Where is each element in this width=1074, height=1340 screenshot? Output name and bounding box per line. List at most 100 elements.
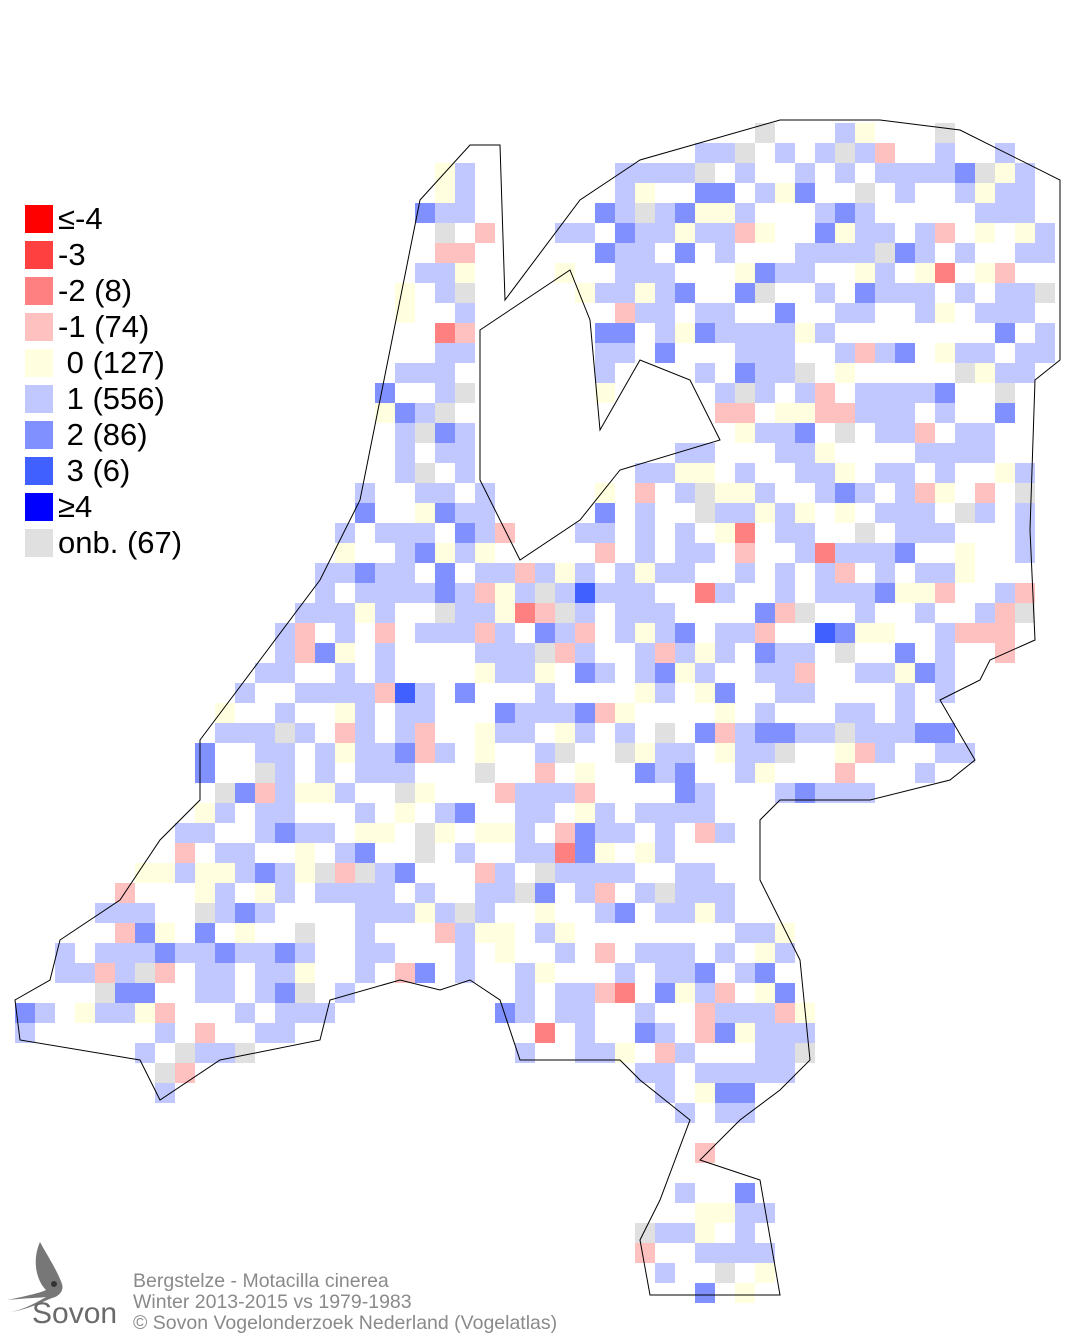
grid-cell (575, 603, 595, 623)
grid-cell (1015, 583, 1035, 603)
grid-cell (735, 523, 755, 543)
grid-cell (735, 343, 755, 363)
grid-cell (875, 383, 895, 403)
grid-cell (355, 723, 375, 743)
grid-cell (355, 583, 375, 603)
grid-cell (835, 483, 855, 503)
grid-cell (295, 843, 315, 863)
grid-cell (495, 823, 515, 843)
grid-cell (875, 503, 895, 523)
grid-cell (275, 663, 295, 683)
grid-cell (715, 623, 735, 643)
grid-cell (95, 903, 115, 923)
grid-cell (315, 563, 335, 583)
grid-cell (675, 543, 695, 563)
grid-cell (655, 803, 675, 823)
grid-cell (475, 503, 495, 523)
legend-swatch (25, 277, 53, 305)
grid-cell (655, 763, 675, 783)
grid-cell (895, 163, 915, 183)
grid-cell (855, 303, 875, 323)
grid-cell (455, 543, 475, 563)
grid-cell (155, 863, 175, 883)
grid-cell (575, 703, 595, 723)
grid-cell (695, 863, 715, 883)
grid-cell (1035, 343, 1055, 363)
grid-cell (815, 543, 835, 563)
grid-cell (615, 963, 635, 983)
grid-cell (655, 1063, 675, 1083)
grid-cell (955, 363, 975, 383)
grid-cell (255, 783, 275, 803)
grid-cell (335, 603, 355, 623)
grid-cell (515, 563, 535, 583)
grid-cell (275, 743, 295, 763)
grid-cell (955, 563, 975, 583)
grid-cell (755, 703, 775, 723)
grid-cell (595, 323, 615, 343)
grid-cell (675, 903, 695, 923)
grid-cell (575, 563, 595, 583)
grid-cell (775, 743, 795, 763)
grid-cell (635, 1243, 655, 1263)
grid-cell (435, 903, 455, 923)
grid-cell (835, 763, 855, 783)
grid-cell (835, 703, 855, 723)
grid-cell (895, 503, 915, 523)
grid-cell (595, 703, 615, 723)
grid-cell (295, 623, 315, 643)
grid-cell (495, 943, 515, 963)
grid-cell (795, 403, 815, 423)
grid-cell (695, 503, 715, 523)
grid-cell (195, 963, 215, 983)
grid-cell (595, 823, 615, 843)
grid-cell (195, 903, 215, 923)
grid-cell (415, 963, 435, 983)
grid-cell (255, 723, 275, 743)
grid-cell (415, 623, 435, 643)
grid-cell (815, 583, 835, 603)
grid-cell (255, 943, 275, 963)
grid-cell (935, 583, 955, 603)
grid-cell (875, 663, 895, 683)
grid-cell (855, 223, 875, 243)
grid-cell (215, 983, 235, 1003)
grid-cell (655, 283, 675, 303)
grid-cell (195, 1023, 215, 1043)
grid-cell (335, 623, 355, 643)
grid-cell (915, 763, 935, 783)
grid-cell (355, 963, 375, 983)
grid-cell (575, 783, 595, 803)
grid-cell (715, 883, 735, 903)
grid-cell (275, 983, 295, 1003)
grid-cell (855, 783, 875, 803)
grid-cell (1015, 243, 1035, 263)
grid-cell (395, 783, 415, 803)
grid-cell (695, 1243, 715, 1263)
grid-cell (975, 343, 995, 363)
grid-cell (475, 623, 495, 643)
grid-cell (655, 723, 675, 743)
grid-cell (415, 903, 435, 923)
grid-cell (735, 483, 755, 503)
grid-cell (355, 703, 375, 723)
grid-cell (855, 603, 875, 623)
grid-cell (895, 543, 915, 563)
grid-cell (935, 263, 955, 283)
grid-cell (835, 143, 855, 163)
grid-cell (975, 163, 995, 183)
grid-cell (875, 403, 895, 423)
grid-cell (455, 283, 475, 303)
grid-cell (1015, 163, 1035, 183)
grid-cell (595, 1043, 615, 1063)
grid-cell (695, 1083, 715, 1103)
grid-cell (775, 323, 795, 343)
grid-cell (535, 703, 555, 723)
grid-cell (415, 703, 435, 723)
grid-cell (335, 783, 355, 803)
grid-cell (135, 983, 155, 1003)
grid-cell (315, 743, 335, 763)
grid-cell (595, 663, 615, 683)
grid-cell (695, 163, 715, 183)
grid-cell (1015, 343, 1035, 363)
